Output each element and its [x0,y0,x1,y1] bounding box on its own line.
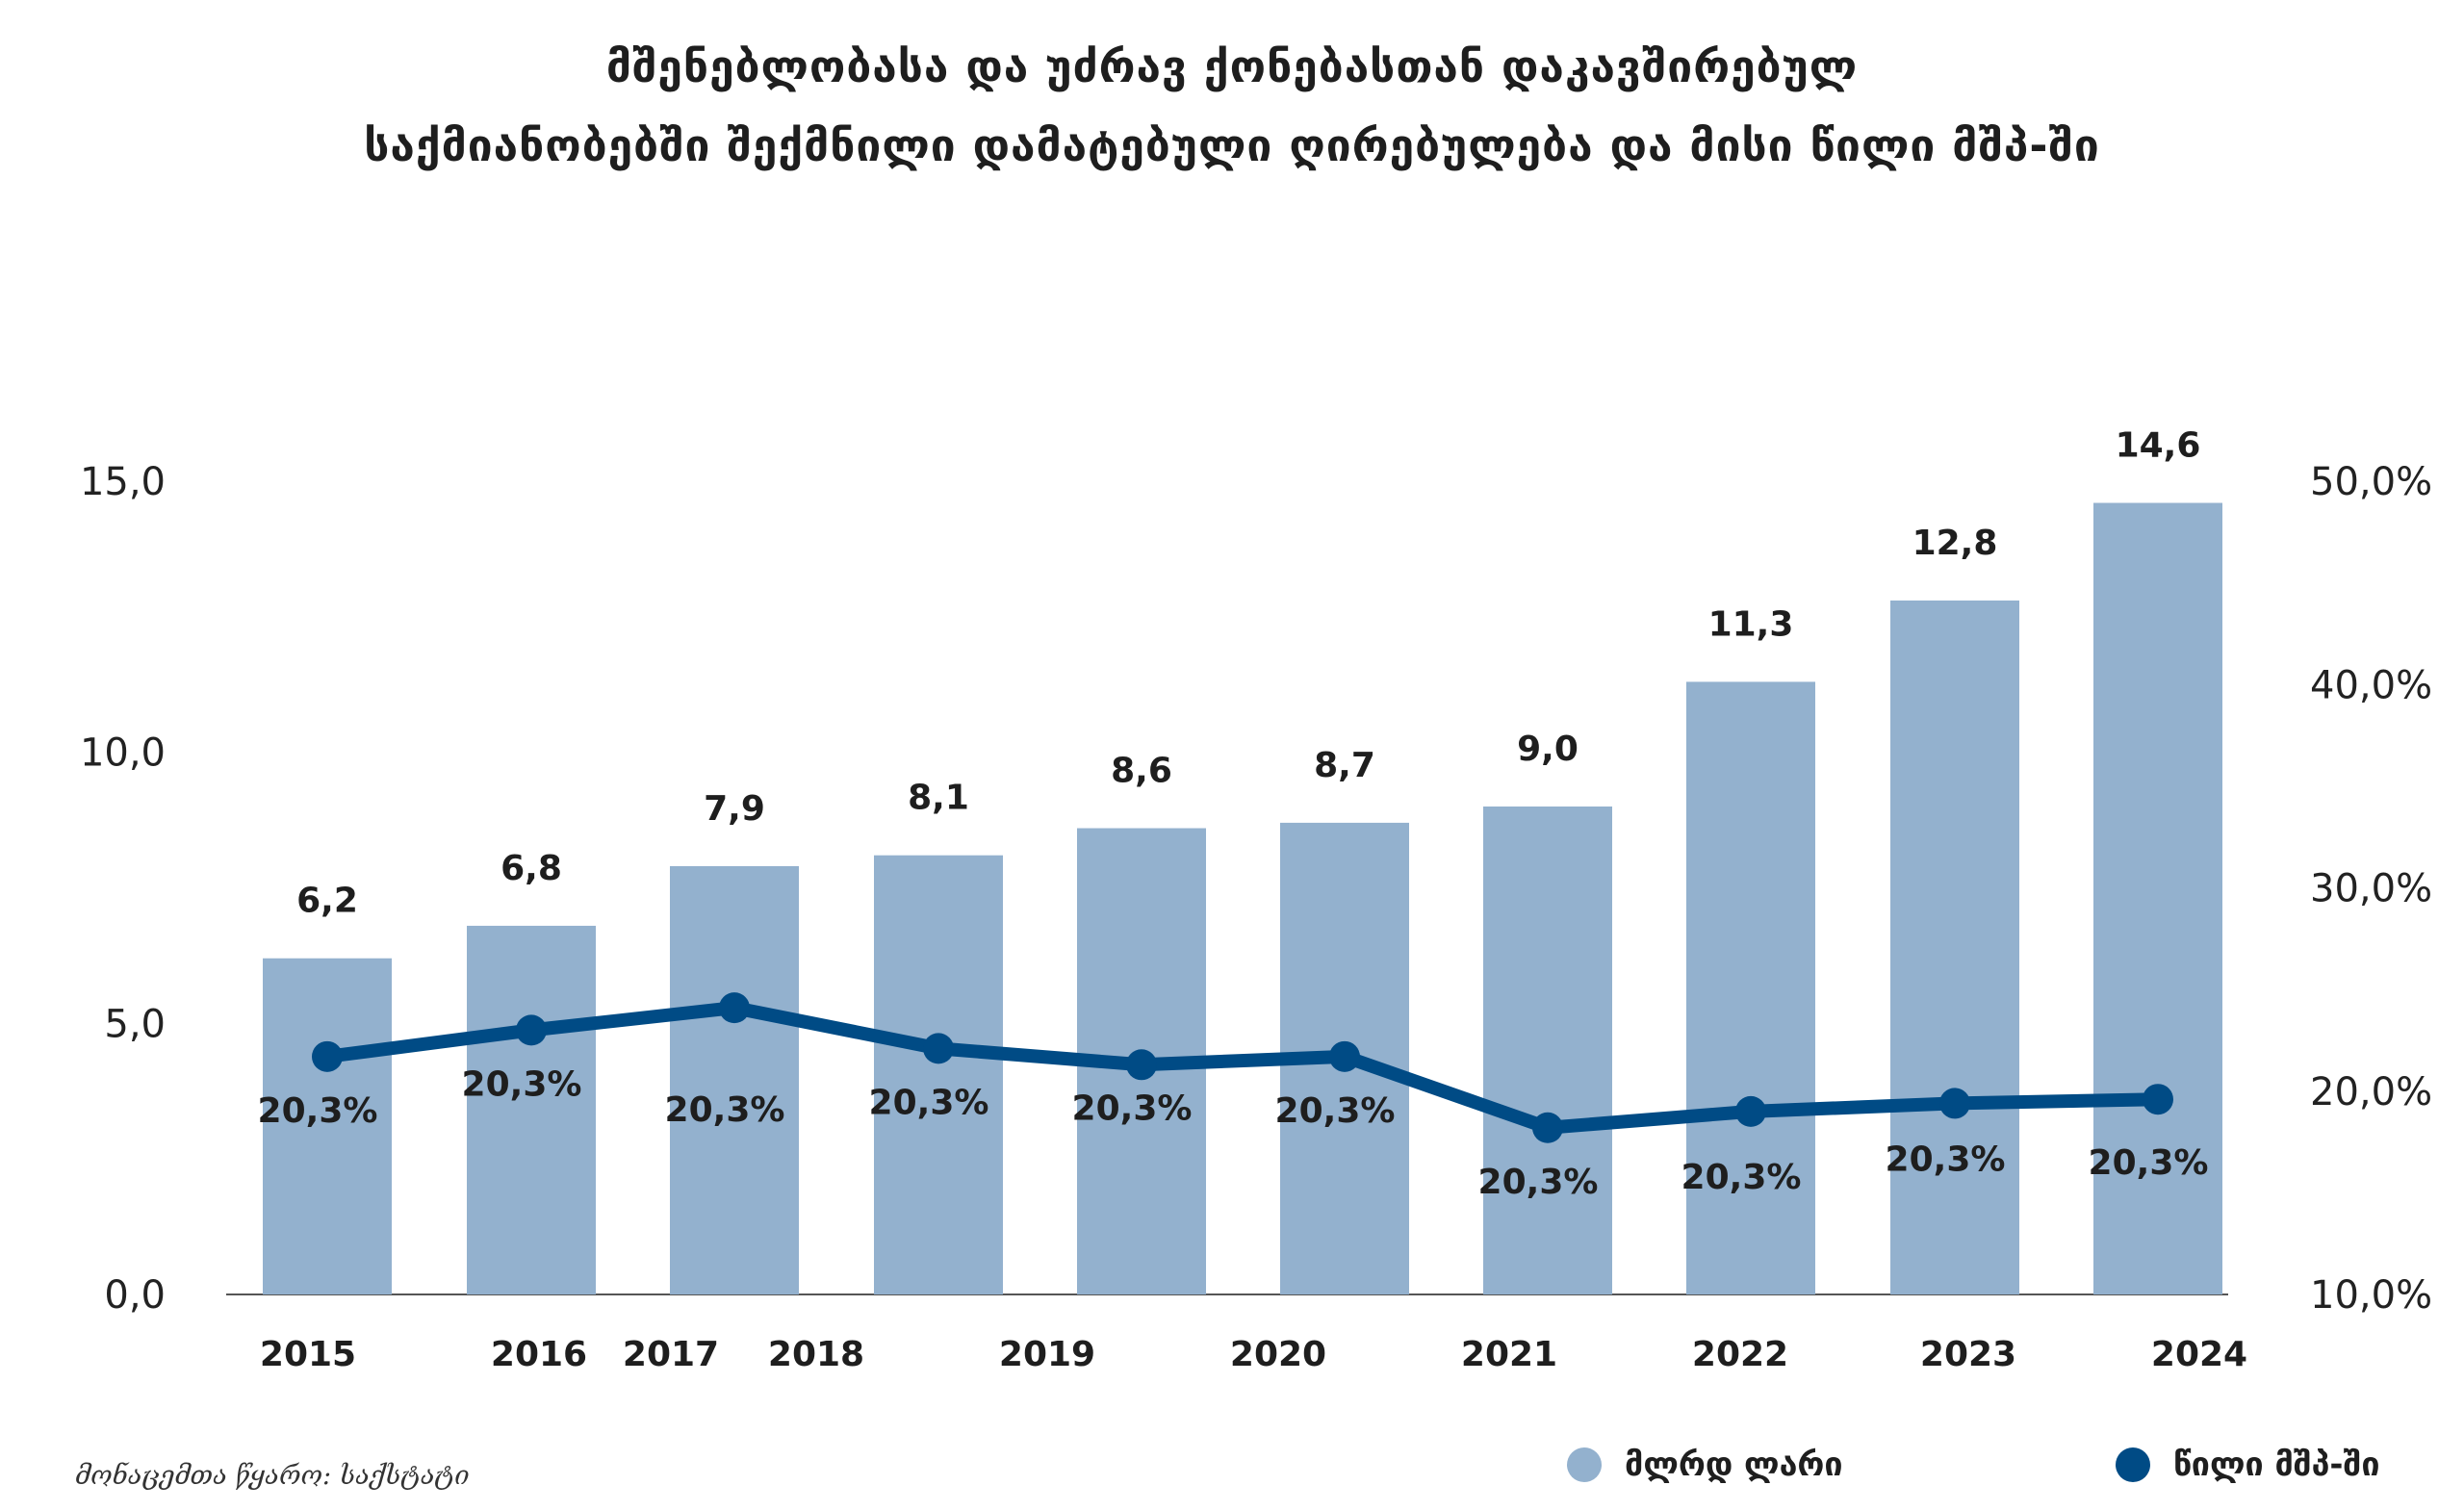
bar-value-label: 12,8 [1912,524,1998,563]
x-tick-label: 2022 [1692,1335,1788,1374]
x-tick-label: 2017 [623,1335,719,1374]
x-tick-label: 2018 [768,1335,864,1374]
bar-value-label: 7,9 [704,789,765,829]
bar-value-label: 8,7 [1314,746,1375,785]
legend-item-line: წილი მშპ-ში [2116,1446,2380,1484]
line-value-label: 20,3% [1681,1158,1802,1197]
line-point [1735,1095,1766,1127]
line-point [516,1014,547,1046]
chart-title-line-1: მშენებლობასა და უძრავ ქონებასთან დაკავში… [605,40,1859,92]
line-point [312,1040,343,1072]
bar-value-label: 8,6 [1111,752,1172,791]
data-source-note: მონაცემთა წყარო: საქსტატი [75,1461,470,1491]
legend-label-bars: მლრდ ლარი [1625,1446,1843,1484]
bar [263,958,392,1294]
bar-value-label: 9,0 [1517,730,1578,769]
x-tick-label: 2021 [1461,1335,1557,1374]
x-tick-label: 2024 [2151,1335,2247,1374]
bar [1686,681,1815,1294]
y-left-tick-label: 5,0 [104,1002,166,1046]
x-tick-label: 2019 [999,1335,1095,1374]
line-point [1126,1049,1157,1081]
y-right-tick-label: 10,0% [2310,1273,2432,1318]
bar [670,865,799,1294]
line-value-label: 20,3% [665,1090,785,1130]
line-value-label: 20,3% [2089,1143,2209,1183]
bar-value-label: 8,1 [908,779,969,818]
line-value-label: 20,3% [258,1091,378,1131]
legend-item-bars: მლრდ ლარი [1567,1446,1843,1484]
line-point [1532,1112,1563,1143]
legend-label-line: წილი მშპ-ში [2173,1446,2380,1484]
chart-title: მშენებლობასა და უძრავ ქონებასთან დაკავში… [0,27,2464,185]
legend-swatch-bars [1567,1447,1602,1482]
y-right-tick-label: 50,0% [2310,460,2432,504]
line-point [923,1033,954,1064]
x-tick-label: 2023 [1920,1335,2016,1374]
y-left-tick-label: 0,0 [104,1273,166,1318]
line-value-label: 20,3% [462,1064,582,1104]
line-point [719,992,750,1024]
line-value-label: 20,3% [1072,1088,1193,1128]
line-value-label: 20,3% [1478,1163,1599,1202]
x-tick-label: 2015 [260,1335,356,1374]
bar [2093,502,2222,1294]
line-point [1329,1040,1360,1072]
bar [874,855,1003,1294]
line-value-label: 20,3% [1275,1091,1396,1131]
y-right-tick-label: 20,0% [2310,1070,2432,1114]
y-right-tick-label: 40,0% [2310,663,2432,707]
x-tick-label: 2016 [491,1335,587,1374]
bar [1483,807,1612,1294]
line-point [1939,1088,1970,1119]
line-point [2143,1084,2173,1115]
x-tick-label: 2020 [1230,1335,1326,1374]
line-value-label: 20,3% [1886,1140,2006,1179]
bar-value-label: 14,6 [2116,426,2201,466]
line-value-label: 20,3% [869,1083,989,1122]
bar [467,925,596,1294]
legend-swatch-line [2116,1447,2150,1482]
bar [1890,600,2019,1294]
y-left-tick-label: 10,0 [80,731,166,776]
y-right-tick-label: 30,0% [2310,867,2432,911]
bar-value-label: 11,3 [1708,604,1794,644]
bar-value-label: 6,8 [500,849,562,888]
bar-value-label: 6,2 [296,882,358,921]
chart-title-line-2: საქმიანობებში შექმნილი დამატებული ღირებუ… [364,119,2100,171]
y-left-tick-label: 15,0 [80,460,166,504]
share-line [321,1001,2165,1135]
